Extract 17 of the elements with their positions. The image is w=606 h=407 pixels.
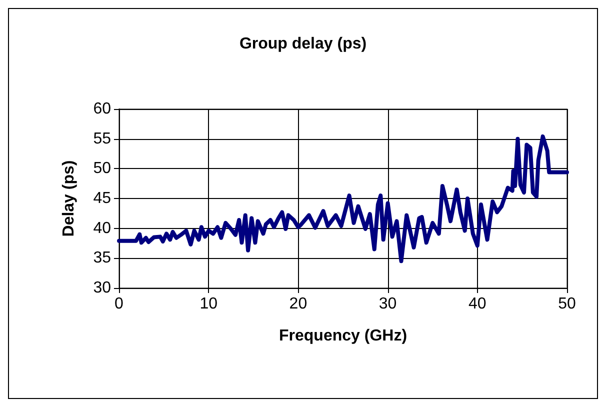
y-axis-title: Delay (ps): [60, 160, 78, 237]
chart-title: Group delay (ps): [239, 36, 367, 52]
x-tick-label: 20: [289, 296, 308, 312]
x-tick-label: 0: [114, 296, 124, 312]
x-tick-label: 10: [200, 296, 218, 312]
x-tick-label: 30: [378, 296, 397, 312]
y-tick-label: 30: [93, 280, 112, 296]
y-tick-label: 55: [93, 130, 112, 148]
x-axis-title: Frequency (GHz): [278, 328, 408, 344]
y-tick-label: 45: [93, 190, 112, 207]
y-tick-label: 50: [93, 160, 112, 178]
y-tick-label: 35: [93, 250, 112, 267]
x-tick-label: 40: [468, 296, 486, 312]
y-tick-label: 60: [93, 100, 112, 118]
x-tick-label: 50: [558, 296, 576, 312]
y-tick-label: 40: [93, 220, 112, 237]
line-series: [117, 134, 569, 264]
